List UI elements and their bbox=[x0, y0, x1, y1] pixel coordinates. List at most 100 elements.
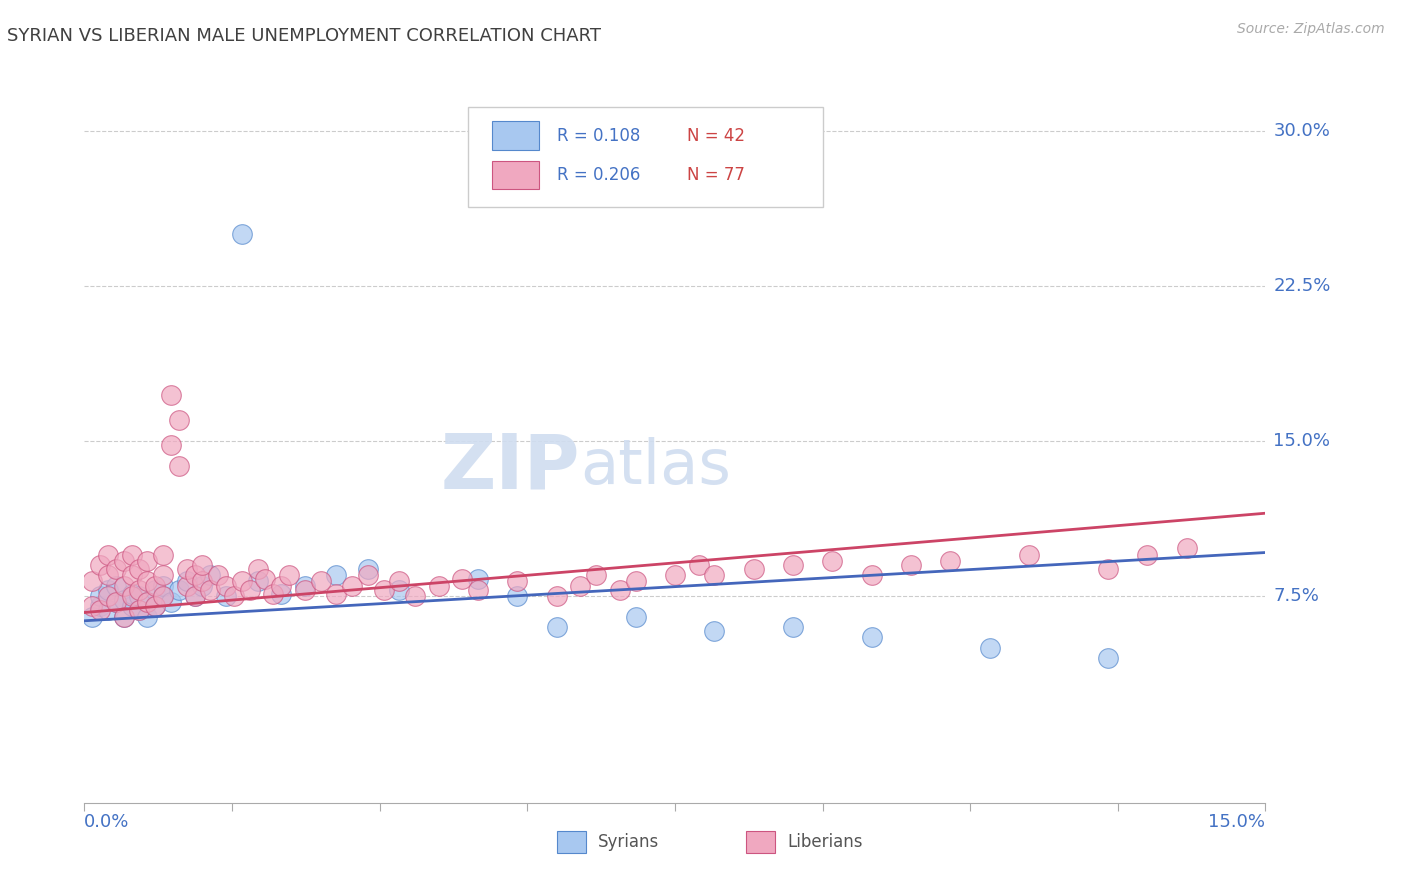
Point bbox=[546, 589, 568, 603]
Point bbox=[128, 589, 150, 603]
Point bbox=[246, 562, 269, 576]
Bar bbox=[492, 121, 538, 150]
Point bbox=[160, 438, 183, 452]
Point bbox=[231, 574, 253, 589]
Text: 15.0%: 15.0% bbox=[1208, 814, 1265, 831]
Point bbox=[742, 562, 765, 576]
Point bbox=[207, 568, 229, 582]
Text: 0.0%: 0.0% bbox=[84, 814, 129, 831]
Point bbox=[121, 568, 143, 582]
Point bbox=[152, 589, 174, 603]
Point bbox=[121, 599, 143, 614]
Text: 7.5%: 7.5% bbox=[1274, 587, 1319, 605]
Point bbox=[939, 554, 962, 568]
Point bbox=[112, 554, 135, 568]
Point bbox=[294, 582, 316, 597]
Point bbox=[82, 574, 104, 589]
Point bbox=[624, 574, 647, 589]
Point bbox=[262, 587, 284, 601]
Point bbox=[506, 574, 529, 589]
Point bbox=[215, 589, 238, 603]
Point bbox=[569, 579, 592, 593]
Point bbox=[664, 568, 686, 582]
Point bbox=[200, 568, 222, 582]
Point bbox=[427, 579, 450, 593]
Point bbox=[152, 579, 174, 593]
Point bbox=[191, 558, 214, 572]
Point bbox=[979, 640, 1001, 655]
Point bbox=[152, 548, 174, 562]
Point bbox=[222, 589, 245, 603]
Point bbox=[143, 599, 166, 614]
Point bbox=[703, 624, 725, 639]
Bar bbox=[492, 161, 538, 189]
Point bbox=[167, 458, 190, 473]
Point bbox=[136, 609, 159, 624]
Text: 15.0%: 15.0% bbox=[1274, 432, 1330, 450]
Point bbox=[340, 579, 363, 593]
Point bbox=[176, 579, 198, 593]
Point bbox=[112, 579, 135, 593]
Point bbox=[278, 568, 301, 582]
Bar bbox=[557, 831, 586, 853]
Point bbox=[183, 589, 205, 603]
Point bbox=[104, 579, 127, 593]
Point bbox=[183, 568, 205, 582]
Text: Syrians: Syrians bbox=[598, 833, 659, 851]
Point bbox=[860, 630, 883, 644]
Point bbox=[160, 388, 183, 402]
Point bbox=[609, 582, 631, 597]
Point bbox=[451, 573, 474, 587]
Point bbox=[121, 587, 143, 601]
Point bbox=[121, 589, 143, 603]
Text: Liberians: Liberians bbox=[787, 833, 862, 851]
Point bbox=[373, 582, 395, 597]
Point bbox=[357, 568, 380, 582]
Point bbox=[546, 620, 568, 634]
Point bbox=[128, 562, 150, 576]
Point bbox=[1136, 548, 1159, 562]
Point bbox=[89, 603, 111, 617]
Point bbox=[97, 548, 120, 562]
Point bbox=[143, 599, 166, 614]
Point bbox=[467, 573, 489, 587]
Point bbox=[167, 582, 190, 597]
Point bbox=[270, 579, 292, 593]
Point bbox=[97, 603, 120, 617]
Point bbox=[104, 595, 127, 609]
Point bbox=[388, 574, 411, 589]
Point bbox=[143, 582, 166, 597]
Text: SYRIAN VS LIBERIAN MALE UNEMPLOYMENT CORRELATION CHART: SYRIAN VS LIBERIAN MALE UNEMPLOYMENT COR… bbox=[7, 27, 600, 45]
Point bbox=[782, 620, 804, 634]
Point bbox=[270, 587, 292, 601]
Point bbox=[136, 595, 159, 609]
Point bbox=[254, 573, 277, 587]
Point bbox=[97, 582, 120, 597]
Point bbox=[112, 593, 135, 607]
Point bbox=[176, 562, 198, 576]
Point bbox=[900, 558, 922, 572]
FancyBboxPatch shape bbox=[468, 107, 823, 207]
Point bbox=[143, 579, 166, 593]
Point bbox=[128, 582, 150, 597]
Text: R = 0.206: R = 0.206 bbox=[557, 166, 640, 184]
Text: R = 0.108: R = 0.108 bbox=[557, 127, 640, 145]
Point bbox=[152, 568, 174, 582]
Point bbox=[136, 574, 159, 589]
Point bbox=[89, 558, 111, 572]
Text: atlas: atlas bbox=[581, 437, 731, 498]
Point bbox=[191, 574, 214, 589]
Point bbox=[160, 595, 183, 609]
Point bbox=[1097, 651, 1119, 665]
Point bbox=[860, 568, 883, 582]
Point bbox=[128, 603, 150, 617]
Point bbox=[82, 599, 104, 614]
Point bbox=[128, 603, 150, 617]
Point bbox=[152, 589, 174, 603]
Point bbox=[246, 574, 269, 589]
Point bbox=[325, 568, 347, 582]
Point bbox=[821, 554, 844, 568]
Point bbox=[112, 609, 135, 624]
Point bbox=[585, 568, 607, 582]
Point bbox=[703, 568, 725, 582]
